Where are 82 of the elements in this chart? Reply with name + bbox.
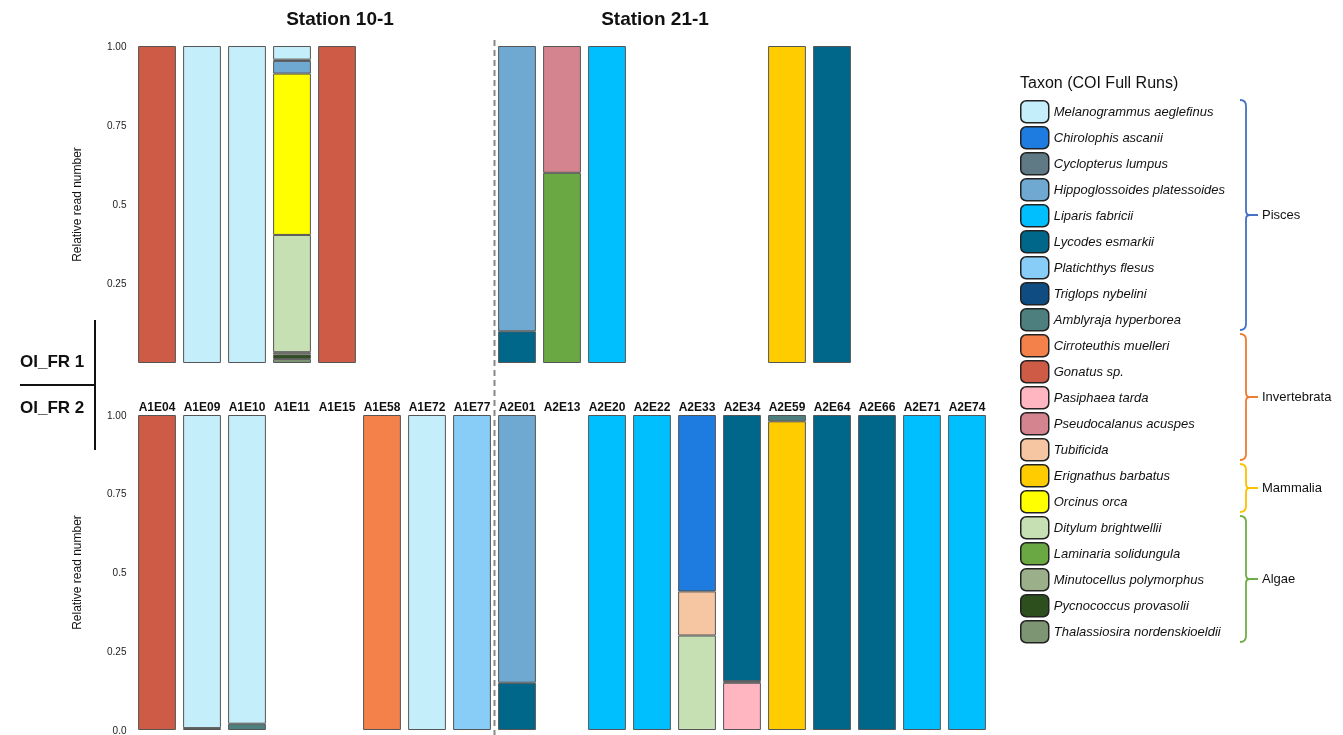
- bar: [183, 46, 221, 363]
- text: Station 21-1: [601, 8, 709, 30]
- bar: [453, 415, 491, 730]
- y-axis-title: Relative read number: [69, 147, 84, 262]
- bar: [588, 46, 626, 363]
- x-tick-label: A2E66: [858, 400, 896, 414]
- bar: [768, 46, 806, 363]
- y-tick-label: 0.5: [112, 199, 127, 210]
- bar: [633, 415, 671, 730]
- legend-label: Amblyraja hyperborea: [1052, 312, 1181, 328]
- x-tick-label: A2E33: [678, 400, 716, 414]
- text: Mammalia: [1262, 480, 1322, 495]
- bar: [723, 415, 761, 682]
- y-tick-label: 0.0: [112, 724, 127, 735]
- legend-label: Platichthys flesus: [1053, 260, 1155, 276]
- text: Invertebrata: [1262, 389, 1332, 404]
- y-tick-label: 1.00: [107, 409, 127, 421]
- bar: [183, 415, 221, 729]
- y-tick-label: 0.25: [107, 278, 127, 290]
- bar: [903, 415, 941, 730]
- bar: [273, 358, 311, 363]
- x-tick-label: A1E77: [453, 400, 491, 414]
- bar: [723, 682, 761, 730]
- legend-label: Hippoglossoides platessoides: [1053, 182, 1226, 198]
- bar: [318, 46, 356, 363]
- x-tick-label: A1E10: [228, 400, 266, 414]
- x-tick-label: A1E09: [183, 400, 221, 414]
- y-tick-label: 0.5: [112, 567, 127, 578]
- legend-label: Pycnococcus provasolii: [1053, 598, 1190, 614]
- y-tick-label: 1.00: [107, 40, 127, 52]
- x-tick-label: A2E64: [813, 400, 851, 414]
- y-tick-label: 0.25: [107, 645, 127, 657]
- text: Station 10-1: [286, 8, 394, 30]
- text: OI_FR 2: [20, 398, 85, 418]
- y-tick-label: 0.75: [107, 488, 127, 500]
- legend-title: Taxon (COI Full Runs): [1020, 73, 1179, 91]
- legend-label: Triglops nybelini: [1053, 286, 1148, 302]
- x-tick-label: A2E01: [498, 400, 536, 414]
- x-tick-label: A2E34: [723, 400, 761, 414]
- bar: [363, 415, 401, 730]
- legend-label: Thalassiosira nordenskioeldii: [1053, 624, 1222, 640]
- x-tick-label: A1E11: [273, 400, 311, 414]
- bar: [138, 46, 176, 363]
- legend-label: Chirolophis ascanii: [1053, 130, 1164, 146]
- x-tick-label: A2E20: [588, 400, 626, 414]
- x-tick-label: A2E71: [903, 400, 941, 414]
- bar: [408, 415, 446, 730]
- text: Pisces: [1262, 207, 1301, 222]
- legend-label: Erignathus barbatus: [1053, 468, 1171, 484]
- text: OI_FR 1: [20, 352, 85, 372]
- x-tick-label: A1E04: [138, 400, 176, 414]
- legend-label: Ditylum brightwellii: [1053, 520, 1163, 536]
- bar: [813, 415, 851, 730]
- legend-label: Cirroteuthis muelleri: [1053, 338, 1171, 354]
- legend-label: Cyclopterus lumpus: [1053, 156, 1169, 172]
- bar: [948, 415, 986, 730]
- bar: [588, 415, 626, 730]
- text: Algae: [1262, 571, 1296, 586]
- y-axis-title: Relative read number: [69, 515, 84, 630]
- x-tick-label: A2E59: [768, 400, 806, 414]
- y-tick-label: 0.75: [107, 119, 127, 131]
- legend-label: Tubificida: [1053, 442, 1109, 458]
- legend-label: Orcinus orca: [1053, 494, 1128, 510]
- legend-label: Gonatus sp.: [1053, 364, 1124, 380]
- x-tick-label: A2E74: [948, 400, 986, 414]
- legend-label: Minutocellus polymorphus: [1053, 572, 1205, 588]
- legend-label: Liparis fabricii: [1053, 208, 1135, 224]
- bar: [813, 46, 851, 363]
- bar: [138, 415, 176, 730]
- legend-label: Pasiphaea tarda: [1053, 390, 1149, 406]
- x-tick-label: A1E15: [318, 400, 356, 414]
- legend-label: Melanogrammus aeglefinus: [1053, 104, 1214, 120]
- x-tick-label: A2E22: [633, 400, 671, 414]
- bar: [858, 415, 896, 730]
- legend-label: Lycodes esmarkii: [1053, 234, 1156, 250]
- bar: [228, 46, 266, 363]
- x-tick-label: A1E72: [408, 400, 446, 414]
- legend-label: Laminaria solidungula: [1053, 546, 1181, 562]
- bar: [273, 354, 311, 359]
- x-tick-label: A1E58: [363, 400, 401, 414]
- x-tick-label: A2E13: [543, 400, 581, 414]
- legend-label: Pseudocalanus acuspes: [1053, 416, 1196, 432]
